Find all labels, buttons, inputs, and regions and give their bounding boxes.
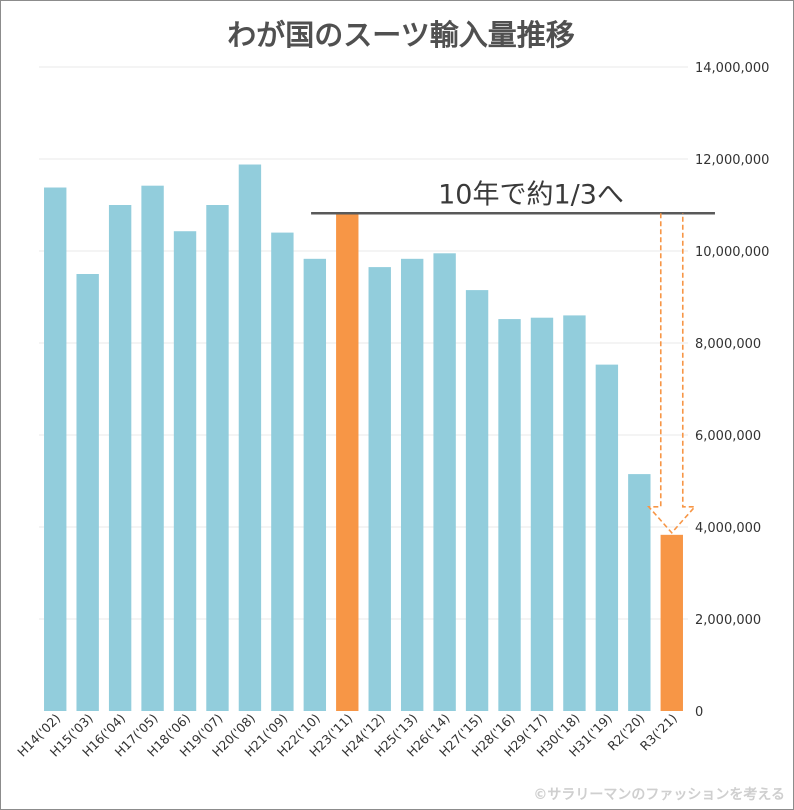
bar bbox=[271, 232, 294, 711]
bar bbox=[303, 258, 327, 711]
y-tick-label: 10,000,000 bbox=[695, 245, 769, 260]
bar bbox=[498, 319, 521, 711]
bars bbox=[44, 164, 683, 712]
bar bbox=[595, 364, 619, 711]
bar bbox=[465, 290, 489, 711]
y-tick-label: 6,000,000 bbox=[695, 429, 761, 444]
down-arrow bbox=[646, 213, 697, 535]
bar bbox=[433, 253, 456, 712]
bar bbox=[108, 205, 132, 711]
y-tick-label: 2,000,000 bbox=[695, 613, 761, 628]
chart-title: わが国のスーツ輸入量推移 bbox=[227, 18, 574, 52]
bar-highlight bbox=[336, 213, 359, 711]
bar bbox=[628, 474, 651, 711]
bar bbox=[400, 258, 424, 711]
y-tick-label: 12,000,000 bbox=[695, 153, 769, 168]
bar bbox=[206, 205, 229, 711]
annotation-text: 10年で約1/3へ bbox=[438, 179, 624, 210]
bar bbox=[173, 231, 197, 711]
y-tick-label: 8,000,000 bbox=[695, 337, 761, 352]
y-tick-label: 4,000,000 bbox=[695, 521, 761, 536]
annotation: 10年で約1/3へ bbox=[311, 179, 715, 535]
bar bbox=[76, 274, 99, 711]
bar bbox=[563, 315, 586, 711]
y-tick-label: 0 bbox=[695, 705, 703, 720]
x-tick-label: R3('21) bbox=[637, 711, 680, 754]
arrow-outline bbox=[646, 213, 697, 535]
gridlines bbox=[39, 66, 688, 620]
bar bbox=[530, 317, 554, 711]
bar bbox=[44, 187, 67, 711]
bar-highlight bbox=[660, 534, 683, 711]
bar bbox=[238, 164, 262, 711]
y-tick-label: 14,000,000 bbox=[695, 61, 769, 76]
copyright-credit: ©サラリーマンのファッションを考える bbox=[533, 786, 785, 803]
x-axis-ticks: H14('02)H15('03)H16('04)H17('05)H18('06)… bbox=[14, 711, 680, 760]
bar bbox=[141, 185, 164, 711]
y-axis-ticks: 0 2,000,000 4,000,000 6,000,000 8,000,000 10,… bbox=[695, 61, 769, 720]
bar bbox=[368, 267, 391, 711]
